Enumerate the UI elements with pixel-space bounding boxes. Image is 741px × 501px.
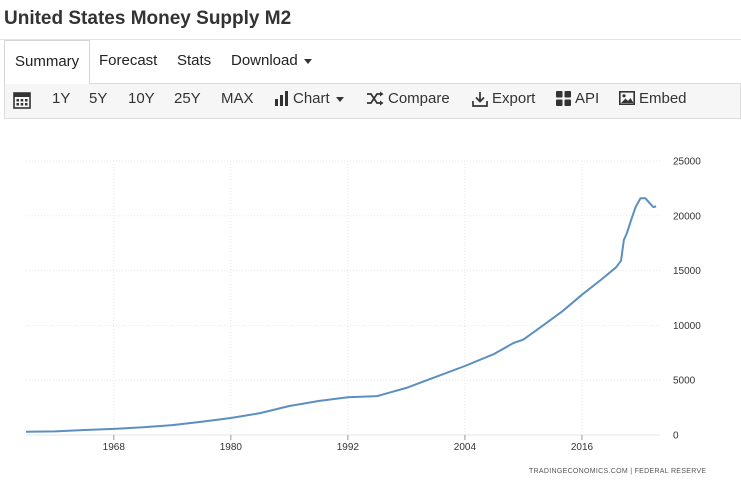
page-title: United States Money Supply M2 — [4, 8, 292, 29]
x-tick-label: 2004 — [454, 442, 477, 453]
chevron-down-icon — [303, 58, 312, 64]
source-separator: | — [630, 468, 633, 475]
series-line-m2 — [25, 197, 657, 433]
line-chart: 25000 20000 15000 10000 5000 0 1968 1980 1992 200… — [25, 157, 701, 453]
embed-button[interactable]: Embed — [619, 84, 687, 118]
y-tick-label: 10000 — [673, 321, 701, 332]
range-10y-button[interactable]: 10Y — [128, 90, 155, 107]
tab-download[interactable]: Download — [231, 40, 312, 83]
x-tick-label: 2016 — [571, 442, 594, 453]
x-tick-label: 1980 — [220, 442, 243, 453]
api-label: API — [575, 90, 600, 107]
tab-summary[interactable]: Summary — [4, 40, 91, 84]
x-tick-label: 1992 — [337, 442, 360, 453]
title-bar: United States Money Supply M2 — [0, 0, 741, 40]
export-button[interactable]: Export — [472, 84, 535, 118]
tab-summary-label: Summary — [15, 53, 80, 70]
tab-bar: Summary Forecast Stats Download — [0, 40, 741, 84]
chart-toolbar: 1Y 5Y 10Y 25Y MAX Chart Compare Export A… — [4, 83, 741, 119]
embed-label: Embed — [639, 90, 687, 107]
api-button[interactable]: API — [556, 84, 599, 118]
chart-type-label: Chart — [293, 90, 330, 107]
chart-area: 25000 20000 15000 10000 5000 0 1968 1980 1992 200… — [0, 119, 741, 496]
chevron-down-icon — [335, 97, 344, 102]
tab-forecast-label: Forecast — [99, 52, 158, 69]
calendar-button[interactable] — [13, 84, 35, 118]
x-tick-label: 1968 — [103, 442, 126, 453]
tab-forecast[interactable]: Forecast — [99, 40, 157, 83]
y-tick-label: 0 — [673, 431, 679, 442]
tab-download-label: Download — [231, 52, 298, 69]
compare-label: Compare — [388, 90, 450, 107]
y-tick-label: 5000 — [673, 376, 696, 387]
range-5y-button[interactable]: 5Y — [89, 90, 108, 107]
tab-stats-label: Stats — [177, 52, 212, 69]
tab-stats[interactable]: Stats — [177, 40, 211, 83]
calendar-icon — [13, 92, 31, 109]
download-icon — [472, 92, 488, 107]
compare-button[interactable]: Compare — [366, 84, 450, 118]
y-tick-label: 20000 — [673, 211, 701, 222]
source-provider: TRADINGECONOMICS.COM — [529, 468, 628, 475]
export-label: Export — [492, 90, 536, 107]
image-icon — [619, 91, 635, 105]
source-agency: FEDERAL RESERVE — [634, 468, 707, 475]
grid-icon — [556, 91, 571, 106]
range-1y-button[interactable]: 1Y — [52, 90, 71, 107]
y-tick-label: 15000 — [673, 266, 701, 277]
chart-type-button[interactable]: Chart — [274, 84, 344, 118]
range-max-button[interactable]: MAX — [221, 90, 254, 107]
source-attribution: TRADINGECONOMICS.COM | FEDERAL RESERVE — [529, 468, 706, 475]
y-tick-label: 25000 — [673, 157, 701, 168]
shuffle-icon — [367, 91, 384, 106]
bar-chart-icon — [275, 91, 288, 106]
range-25y-button[interactable]: 25Y — [174, 90, 201, 107]
